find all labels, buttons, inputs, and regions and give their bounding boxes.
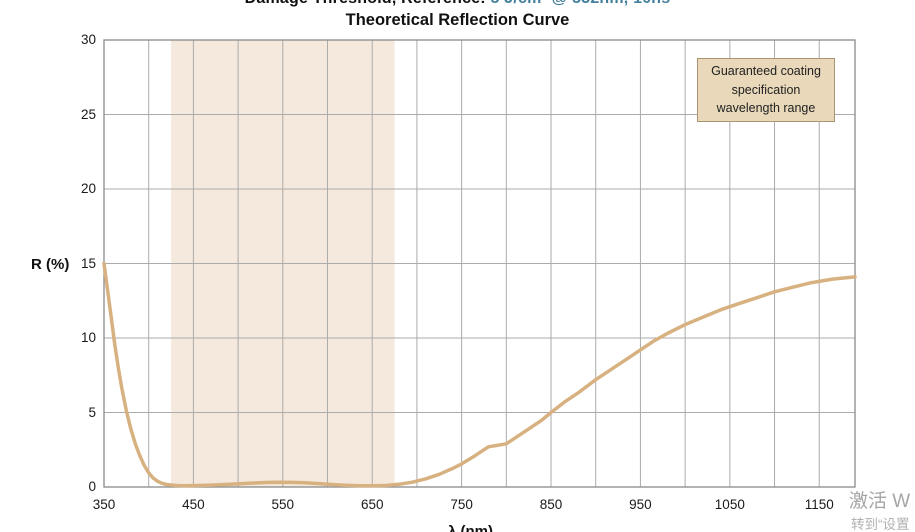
x-tick-label: 1050 [714, 497, 745, 512]
band-legend-line: Guaranteed coating [711, 64, 821, 79]
damage-threshold-value: 5 J/cm² @ 532nm, 10ns [490, 0, 670, 7]
x-tick-label: 1150 [804, 497, 834, 512]
y-tick-label: 30 [80, 32, 96, 47]
x-tick-label: 350 [92, 497, 116, 512]
y-axis-label: R (%) [31, 256, 70, 273]
x-axis-label: λ (nm) [448, 523, 493, 532]
band-legend: Guaranteed coating specification wavelen… [697, 58, 835, 122]
y-tick-label: 5 [88, 404, 96, 420]
y-tick-label: 20 [80, 181, 96, 196]
x-tick-label: 750 [450, 497, 473, 512]
x-tick-label: 850 [539, 497, 563, 512]
damage-threshold-note: Damage Threshold, Reference: 5 J/cm² @ 5… [0, 0, 915, 8]
y-tick-label: 15 [80, 255, 96, 271]
x-tick-label: 550 [271, 497, 295, 512]
chart-title: Theoretical Reflection Curve [345, 11, 570, 29]
x-tick-label: 950 [629, 497, 652, 512]
x-tick-label: 450 [182, 497, 205, 512]
y-tick-label: 0 [88, 479, 96, 494]
y-tick-label: 25 [80, 106, 96, 122]
windows-activation-watermark-sub: 转到“设置 [851, 517, 910, 532]
damage-threshold-label: Damage Threshold, Reference: [245, 0, 491, 7]
windows-activation-watermark: 激活 W [849, 491, 911, 512]
reflection-curve [102, 261, 857, 488]
band-legend-line: specification [731, 82, 801, 97]
x-tick-label: 650 [360, 497, 384, 512]
band-legend-line: wavelength range [716, 101, 816, 116]
y-tick-label: 10 [80, 330, 96, 345]
